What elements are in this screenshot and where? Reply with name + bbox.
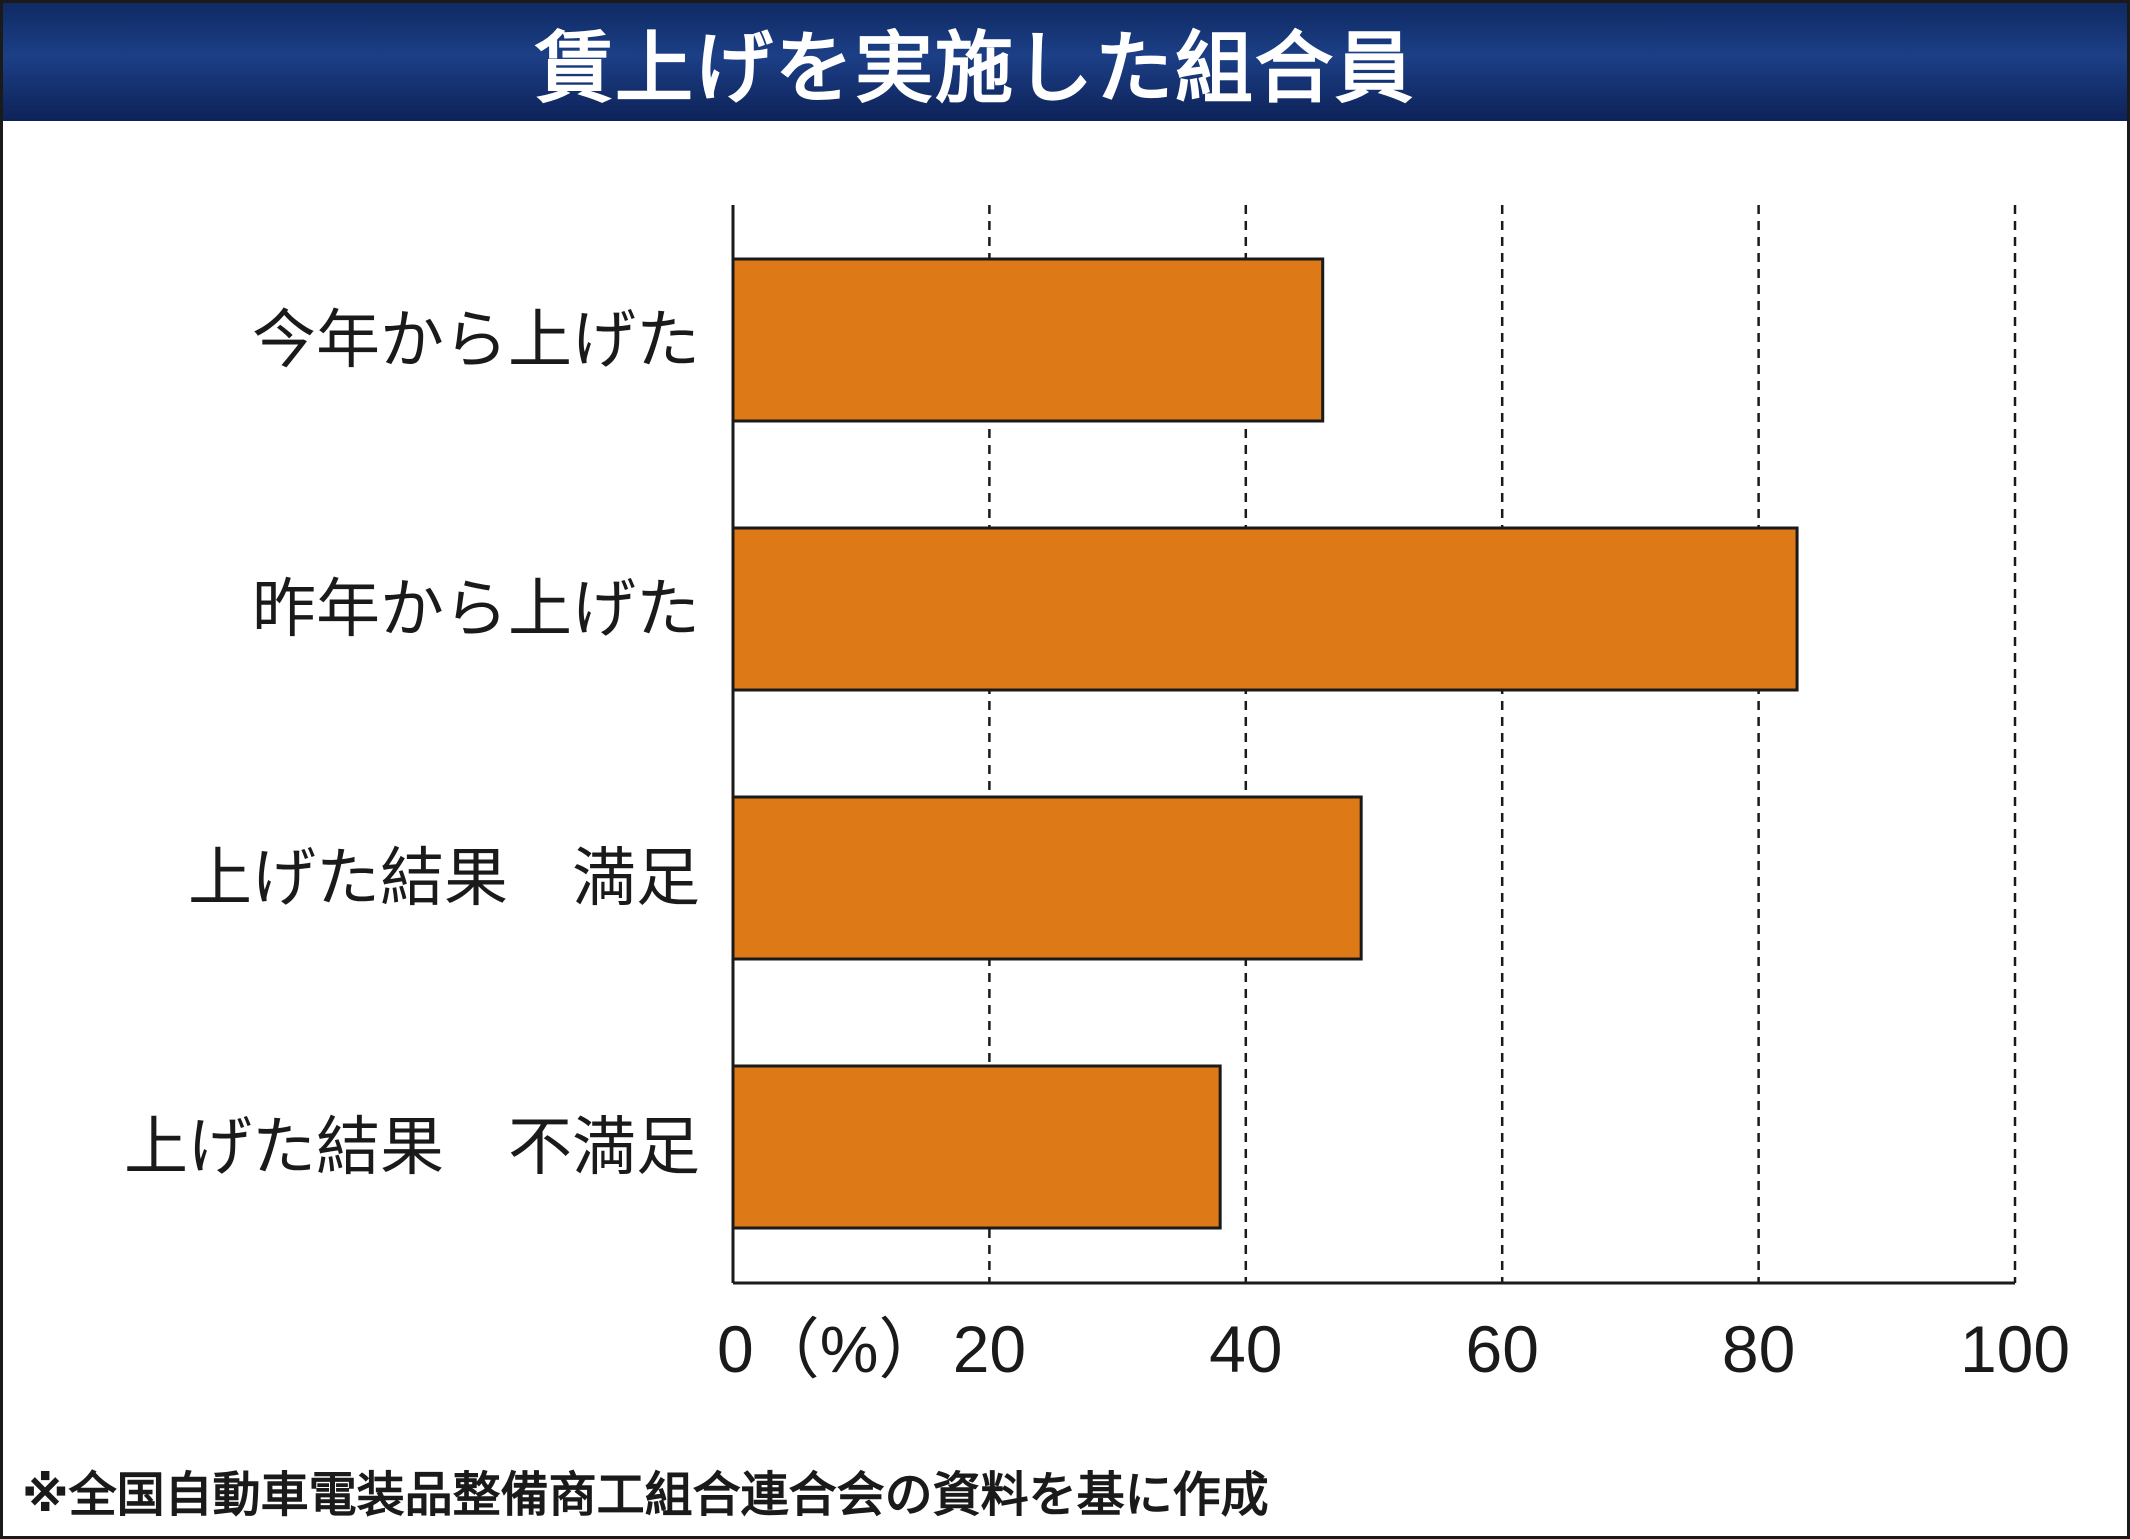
bar-2 <box>731 526 1799 692</box>
x-tick-label-20: 20 <box>953 1312 1026 1386</box>
bar-1 <box>731 257 1325 423</box>
bar-3 <box>731 795 1363 961</box>
source-footnote: ※全国自動車電装品整備商工組合連合会の資料を基に作成 <box>22 1467 1269 1523</box>
x-tick-label-0: 0（%） <box>717 1312 944 1386</box>
category-label-2: 昨年から上げた <box>252 573 700 647</box>
category-label-1: 今年から上げた <box>252 304 700 378</box>
bar-4 <box>731 1064 1222 1230</box>
x-tick-label-100: 100 <box>1960 1312 2070 1386</box>
chart-title: 賃上げを実施した組合員 <box>534 24 1415 114</box>
category-label-4: 上げた結果 不満足 <box>124 1111 700 1185</box>
x-tick-label-60: 60 <box>1465 1312 1538 1386</box>
title-bar: 賃上げを実施した組合員 <box>3 3 2127 121</box>
x-tick-label-40: 40 <box>1209 1312 1282 1386</box>
category-label-3: 上げた結果 満足 <box>188 842 700 916</box>
x-tick-label-80: 80 <box>1722 1312 1795 1386</box>
